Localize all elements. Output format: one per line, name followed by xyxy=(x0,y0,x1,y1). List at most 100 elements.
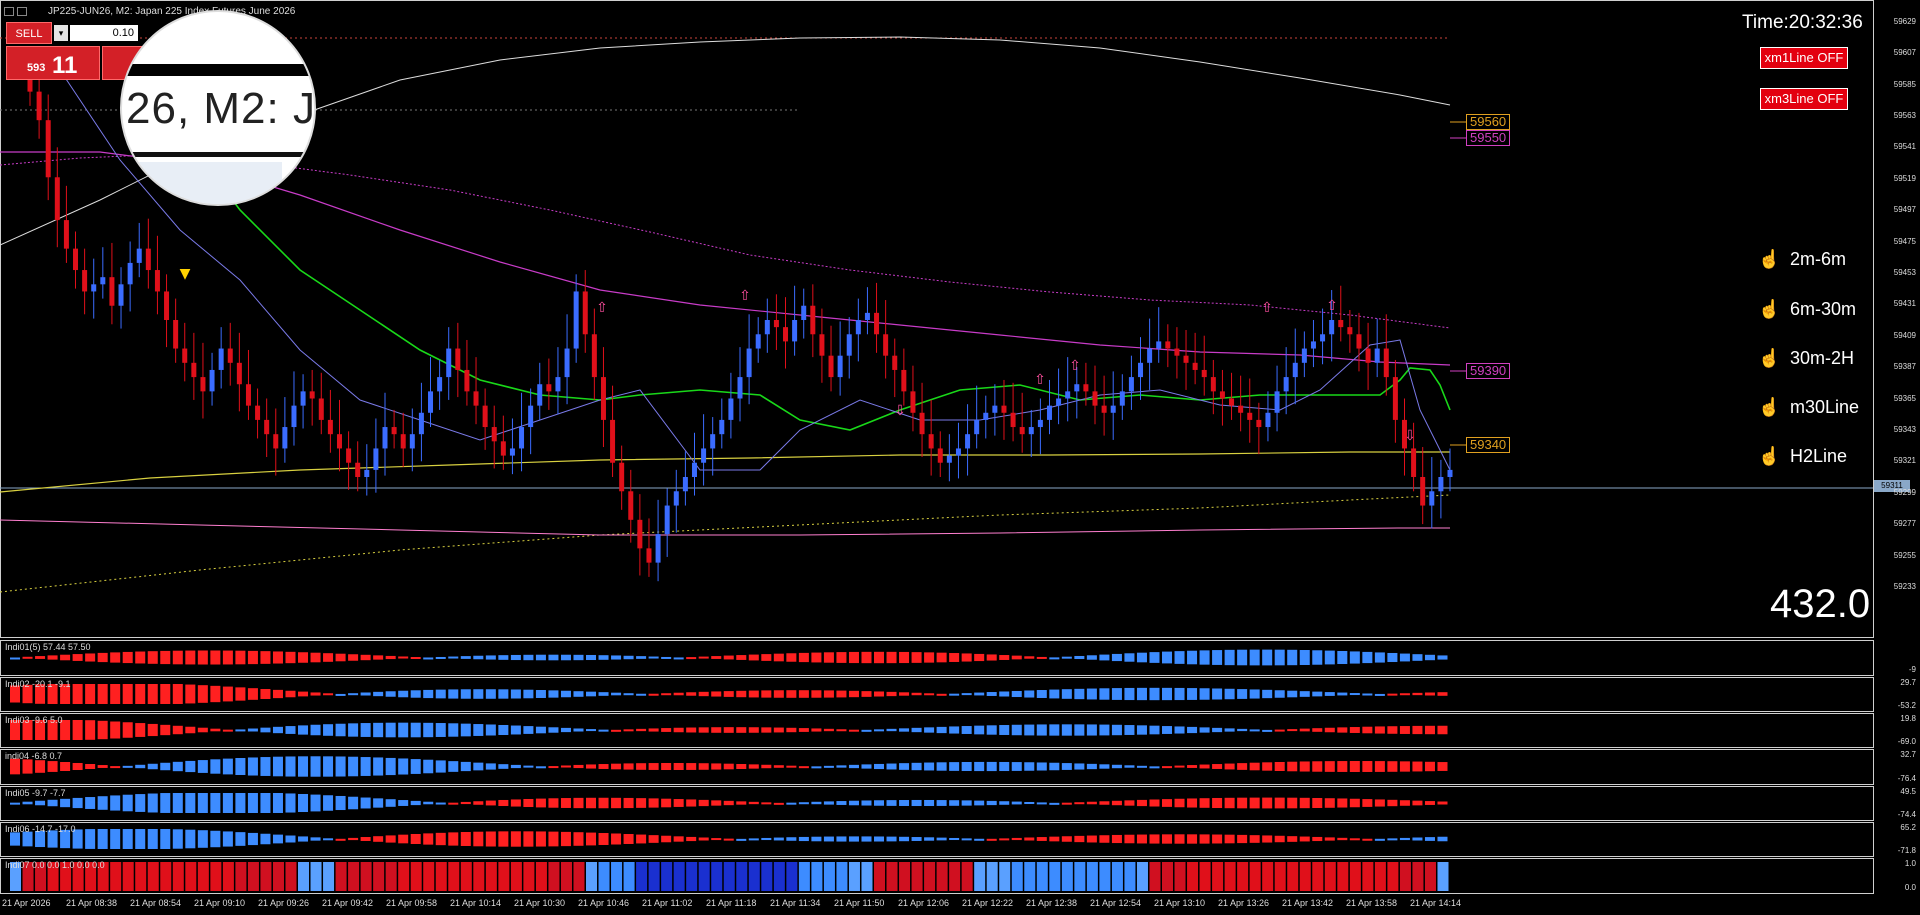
candle-body xyxy=(1128,377,1134,392)
candle-body xyxy=(1037,419,1043,428)
price-axis-label: 59431 xyxy=(1893,299,1916,309)
indicator-bar xyxy=(648,728,659,732)
indicator-bar xyxy=(1111,862,1123,891)
indicator-bar xyxy=(222,686,233,702)
indicator-bar xyxy=(899,862,911,891)
candle-body xyxy=(965,434,971,449)
indicator-bar xyxy=(1024,724,1035,736)
indicator-bar xyxy=(1049,657,1060,660)
indicator-bar xyxy=(961,800,972,806)
indicator-bar xyxy=(573,862,585,891)
indicator-bar xyxy=(1011,837,1022,841)
legend-item-2m-6m[interactable]: ☝ 2m-6m xyxy=(1758,246,1846,272)
indicator-bar xyxy=(172,684,183,704)
chart-icon[interactable] xyxy=(17,7,27,16)
indicator-bar xyxy=(548,690,559,698)
indicator-bar xyxy=(874,862,886,891)
indicator-bar xyxy=(1149,652,1160,663)
indicator-bar xyxy=(861,651,872,664)
sell-button[interactable]: SELL xyxy=(6,22,52,44)
indicator-bar xyxy=(1237,763,1248,770)
time-axis-label: 21 Apr 13:58 xyxy=(1346,898,1398,908)
candle-body xyxy=(455,348,461,370)
indicator-bar xyxy=(761,802,772,805)
indicator-bar xyxy=(999,761,1010,772)
indicator-bar xyxy=(1299,761,1310,772)
indicator-bar xyxy=(1036,762,1047,771)
indicator-bar xyxy=(1387,761,1398,772)
indicator-bar xyxy=(686,763,697,770)
legend-item-m30line[interactable]: ☝ m30Line xyxy=(1758,394,1859,420)
indicator-bar xyxy=(135,794,146,812)
candle-body xyxy=(737,377,743,399)
legend-item-30m-2h[interactable]: ☝ 30m-2H xyxy=(1758,345,1854,371)
indicator-bar xyxy=(85,797,96,809)
indicator-bar xyxy=(1124,862,1136,891)
indicator-bar xyxy=(360,692,371,696)
indicator-bar xyxy=(698,799,709,807)
indicator-bar xyxy=(798,728,809,732)
indicator-bar xyxy=(886,691,897,697)
indicator-bar xyxy=(147,723,158,737)
indicator-bar xyxy=(335,653,346,662)
indicator-bar xyxy=(435,832,446,846)
indicator-bar xyxy=(911,762,922,771)
indicator-bar xyxy=(1036,862,1048,891)
indicator-bar xyxy=(911,692,922,696)
indicator-bar xyxy=(272,793,283,813)
indicator-bar xyxy=(1299,691,1310,697)
indicator-bar xyxy=(398,690,409,698)
indicator-bar xyxy=(636,834,647,844)
indicator-bar xyxy=(1249,835,1260,843)
indicator-bar xyxy=(961,726,972,734)
indicator-bar xyxy=(611,833,622,845)
main-window-frame xyxy=(0,0,1874,638)
indicator-bar xyxy=(811,652,822,663)
time-axis-label: 21 Apr 08:38 xyxy=(66,898,118,908)
subwindow-frame xyxy=(0,713,1874,748)
subwindow-frame xyxy=(0,640,1874,676)
indicator-bar xyxy=(698,837,709,841)
sell-price-button[interactable]: 593 11 xyxy=(6,46,100,80)
subwindow-frame xyxy=(0,858,1874,894)
legend-item-6m-30m[interactable]: ☝ 6m-30m xyxy=(1758,296,1856,322)
legend-item-h2line[interactable]: ☝ H2Line xyxy=(1758,443,1847,469)
xm1-line-toggle-button[interactable]: xm1Line OFF xyxy=(1760,47,1848,69)
indicator-bar xyxy=(611,763,622,770)
lot-dropdown[interactable]: ▾ xyxy=(54,25,68,41)
indicator-bar xyxy=(72,762,83,771)
indicator-bar xyxy=(373,757,384,776)
indicator-bar xyxy=(886,728,897,732)
lot-size-input[interactable]: 0.10 xyxy=(70,25,138,41)
menu-icon[interactable] xyxy=(4,7,14,16)
indicator-bar xyxy=(698,862,710,891)
indicator-bar xyxy=(172,862,184,891)
price-axis-label: 59453 xyxy=(1893,267,1916,277)
indicator-bar xyxy=(410,759,421,774)
candle-body xyxy=(391,427,397,435)
indicator-bar xyxy=(1312,862,1324,891)
indicator-bar xyxy=(899,763,910,770)
indicator-bar xyxy=(736,838,747,841)
indicator-bar xyxy=(661,656,672,659)
indicator-bar xyxy=(786,690,797,698)
indicator-bar xyxy=(22,831,33,847)
signal-arrow-icon: ⇧ xyxy=(1326,298,1338,314)
indicator-bar xyxy=(548,831,559,847)
indicator-bar xyxy=(723,691,734,697)
candle-body xyxy=(355,462,361,477)
indicator-bar xyxy=(10,862,22,891)
indicator-bar xyxy=(85,653,96,662)
indicator-bar xyxy=(460,723,471,737)
indicator-bar xyxy=(1237,689,1248,699)
indicator-bar xyxy=(235,793,246,813)
indicator-bar xyxy=(510,831,521,847)
indicator-bar xyxy=(1299,797,1310,809)
indicator-bar xyxy=(298,793,309,813)
indicator-bar xyxy=(648,835,659,843)
xm3-line-toggle-button[interactable]: xm3Line OFF xyxy=(1760,88,1848,110)
indicator-bar xyxy=(272,834,283,844)
candle-body xyxy=(1119,391,1125,406)
indicator-bar xyxy=(1262,649,1273,666)
